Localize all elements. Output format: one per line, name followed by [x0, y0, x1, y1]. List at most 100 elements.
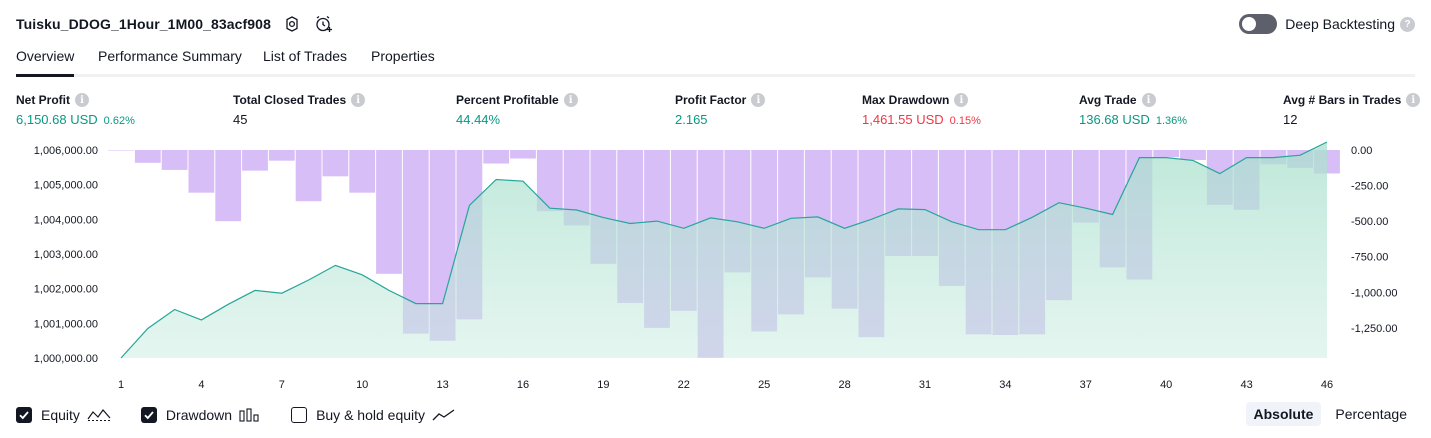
- drawdown-bar: [349, 150, 376, 193]
- x-tick-label: 31: [919, 379, 931, 391]
- metric-value: 12: [1283, 112, 1298, 127]
- metric-percent: 0.62%: [103, 115, 135, 127]
- bar-chart-icon: [239, 408, 261, 422]
- metric-label: Total Closed Trades: [233, 93, 347, 107]
- drawdown-bar: [161, 150, 188, 170]
- drawdown-bar: [295, 150, 322, 202]
- drawdown-tick-label: -1,250.00: [1351, 323, 1397, 335]
- tab-overview[interactable]: Overview: [16, 48, 75, 77]
- equity-tick-label: 1,004,000.00: [34, 214, 98, 226]
- info-icon[interactable]: i: [1406, 93, 1421, 107]
- info-icon[interactable]: i: [1141, 93, 1156, 107]
- checkbox-checked[interactable]: [140, 407, 157, 423]
- metric-label: Max Drawdown: [862, 93, 950, 107]
- x-tick-label: 40: [1160, 379, 1172, 391]
- scale-mode-switch: Absolute Percentage: [1240, 402, 1416, 426]
- x-tick-label: 22: [678, 379, 690, 391]
- metric-label: Avg # Bars in Trades: [1283, 93, 1402, 107]
- x-tick-label: 19: [597, 379, 609, 391]
- info-icon[interactable]: i: [75, 93, 89, 107]
- metric-profit-factor: Profit Factor i 2.165: [675, 93, 766, 127]
- info-icon[interactable]: i: [351, 93, 366, 107]
- gear-icon[interactable]: [281, 13, 303, 35]
- metric-value: 6,150.68 USD: [16, 112, 98, 127]
- deep-backtesting-toggle[interactable]: [1239, 14, 1278, 34]
- metric-percent: 1.36%: [1155, 115, 1188, 127]
- metric-label: Avg Trade: [1079, 93, 1137, 107]
- drawdown-label: Drawdown: [165, 407, 233, 423]
- equity-line: [120, 141, 1328, 359]
- drawdown-tick-label: 0.00: [1351, 145, 1372, 157]
- x-tick-label: 13: [436, 379, 448, 391]
- equity-drawdown-chart[interactable]: 1,006,000.00 1,005,000.00 1,004,000.00 1,00…: [0, 140, 1431, 396]
- drawdown-bar: [510, 150, 536, 159]
- x-tick-label: 25: [758, 379, 770, 391]
- equity-axis: 1,006,000.00 1,005,000.00 1,004,000.00 1,00…: [34, 145, 98, 365]
- x-tick-label: 43: [1240, 379, 1252, 391]
- drawdown-bar: [1153, 150, 1180, 158]
- equity-area-icon: [87, 408, 111, 422]
- buy-hold-label: Buy & hold equity: [316, 407, 426, 423]
- drawdown-checkbox[interactable]: Drawdown: [140, 407, 261, 423]
- drawdown-bar: [483, 150, 510, 164]
- toggle-knob: [1242, 17, 1257, 31]
- x-tick-label: 7: [279, 379, 285, 391]
- tab-properties[interactable]: Properties: [371, 48, 435, 64]
- metric-net-profit: Net Profit i 6,150.68 USD 0.62%: [16, 93, 135, 127]
- equity-tick-label: 1,001,000.00: [34, 318, 98, 330]
- drawdown-bar: [134, 150, 161, 163]
- x-tick-label: 37: [1080, 379, 1092, 391]
- info-icon[interactable]: i: [563, 93, 578, 107]
- x-tick-label: 1: [118, 379, 124, 391]
- metric-value: 136.68 USD: [1079, 112, 1150, 127]
- info-icon[interactable]: i: [751, 93, 766, 107]
- equity-tick-label: 1,005,000.00: [34, 180, 98, 192]
- drawdown-bar: [376, 150, 402, 274]
- absolute-button[interactable]: Absolute: [1245, 402, 1322, 426]
- drawdown-bar: [268, 150, 295, 161]
- checkbox-checked[interactable]: [16, 407, 32, 423]
- drawdown-tick-label: -500.00: [1351, 216, 1388, 228]
- strategy-header: Tuisku_DDOG_1Hour_1M00_83acf908 Deep Bac…: [16, 12, 1415, 36]
- drawdown-tick-label: -750.00: [1351, 252, 1388, 264]
- drawdown-bar: [322, 150, 349, 177]
- equity-line-group: [120, 141, 1328, 359]
- metric-value: 2.165: [675, 112, 708, 127]
- metric-label: Net Profit: [16, 93, 70, 107]
- metric-avg-trade: Avg Trade i 136.68 USD 1.36%: [1079, 93, 1187, 127]
- drawdown-tick-label: -1,000.00: [1351, 287, 1397, 299]
- metric-percent-profitable: Percent Profitable i 44.44%: [456, 93, 578, 127]
- info-icon[interactable]: i: [954, 93, 969, 107]
- buy-hold-equity-checkbox[interactable]: Buy & hold equity: [291, 407, 456, 423]
- deep-backtesting-label: Deep Backtesting: [1285, 16, 1395, 32]
- drawdown-bar: [188, 150, 215, 193]
- strategy-title: Tuisku_DDOG_1Hour_1M00_83acf908: [16, 16, 271, 32]
- help-icon[interactable]: ?: [1400, 16, 1415, 32]
- checkbox-unchecked[interactable]: [291, 407, 308, 423]
- equity-tick-label: 1,002,000.00: [34, 284, 98, 296]
- equity-checkbox[interactable]: Equity: [16, 407, 111, 423]
- tab-list-of-trades[interactable]: List of Trades: [263, 48, 348, 64]
- metric-value: 44.44%: [456, 112, 501, 127]
- x-tick-label: 4: [198, 379, 204, 391]
- tab-performance-summary[interactable]: Performance Summary: [98, 48, 242, 64]
- equity-label: Equity: [41, 407, 80, 423]
- equity-tick-label: 1,006,000.00: [34, 145, 98, 157]
- x-tick-label: 46: [1321, 379, 1333, 391]
- drawdown-bar: [1180, 150, 1206, 160]
- metric-value: 45: [233, 112, 248, 127]
- alarm-clock-plus-icon[interactable]: [313, 13, 335, 35]
- drawdown-tick-label: -250.00: [1351, 181, 1388, 193]
- equity-tick-label: 1,000,000.00: [34, 353, 98, 365]
- metric-label: Profit Factor: [675, 93, 747, 107]
- tab-bar: Overview Performance Summary List of Tra…: [16, 44, 1415, 77]
- drawdown-bar: [242, 150, 268, 171]
- chart-legend-bar: Equity Drawdown Buy & hold equity Absolu…: [16, 402, 1415, 428]
- x-tick-label: 16: [517, 379, 529, 391]
- percentage-button[interactable]: Percentage: [1335, 406, 1407, 422]
- x-tick-label: 10: [356, 379, 368, 391]
- x-tick-label: 28: [838, 379, 850, 391]
- x-axis: 1 4 7 10 13 16 19 22 25 28 31 34 37 40 43 46: [118, 379, 1333, 391]
- metric-label: Percent Profitable: [456, 93, 559, 107]
- equity-tick-label: 1,003,000.00: [34, 249, 98, 261]
